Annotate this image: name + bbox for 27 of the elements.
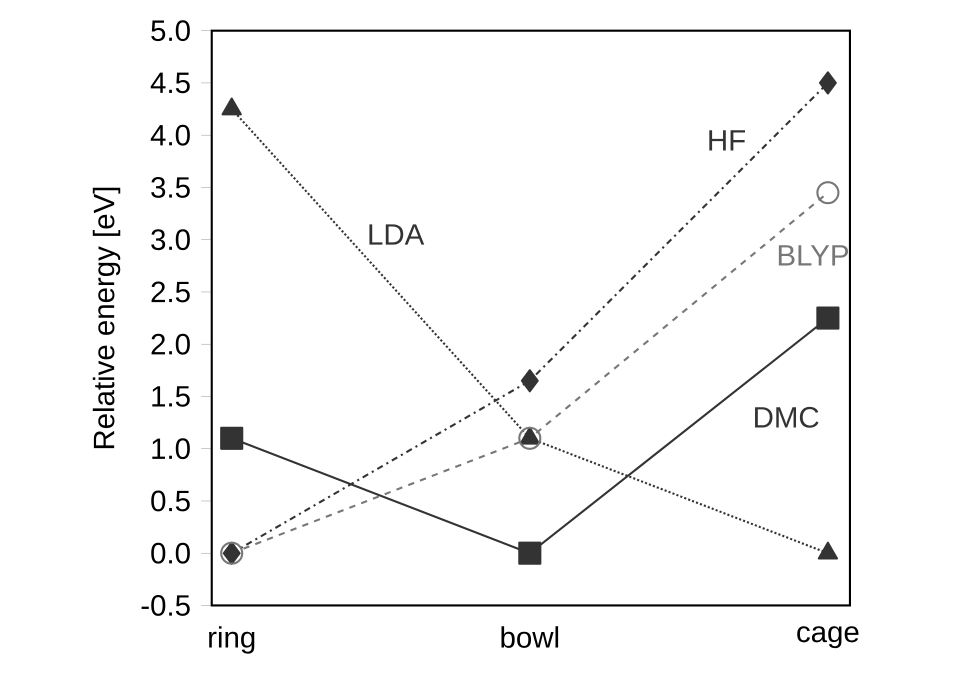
y-tick-label: 2.5 (152, 281, 190, 302)
y-tick-label: 3.5 (151, 176, 190, 198)
x-tick-label: cage (797, 626, 858, 648)
point (818, 71, 837, 94)
y-tick-label: 0.0 (151, 542, 190, 564)
point (518, 542, 542, 565)
y-tick-label: -0.5 (142, 595, 190, 616)
point (520, 369, 539, 392)
y-tick-label: 0.5 (151, 490, 190, 512)
point (816, 306, 840, 330)
series-label: HF (709, 130, 745, 151)
y-tick-label: 5.0 (151, 20, 190, 42)
series-label: LDA (369, 224, 424, 245)
y-tick-label: 4.5 (150, 72, 190, 94)
point (220, 426, 244, 450)
point (518, 426, 542, 450)
y-tick-label: 1.0 (152, 438, 190, 460)
y-tick-label: 1.5 (152, 386, 190, 407)
x-tick-label: bowl (501, 626, 558, 648)
point (816, 181, 840, 204)
x-tick-label: ring (209, 626, 254, 654)
y-tick-label: 4.0 (150, 124, 190, 146)
y-tick-label: 2.0 (152, 334, 190, 355)
y-axis-title: Relative energy [eV] (92, 188, 120, 448)
series-label: BLYP (778, 245, 848, 266)
series-label: DMC (755, 406, 819, 428)
y-tick-label: 3.0 (151, 229, 190, 250)
